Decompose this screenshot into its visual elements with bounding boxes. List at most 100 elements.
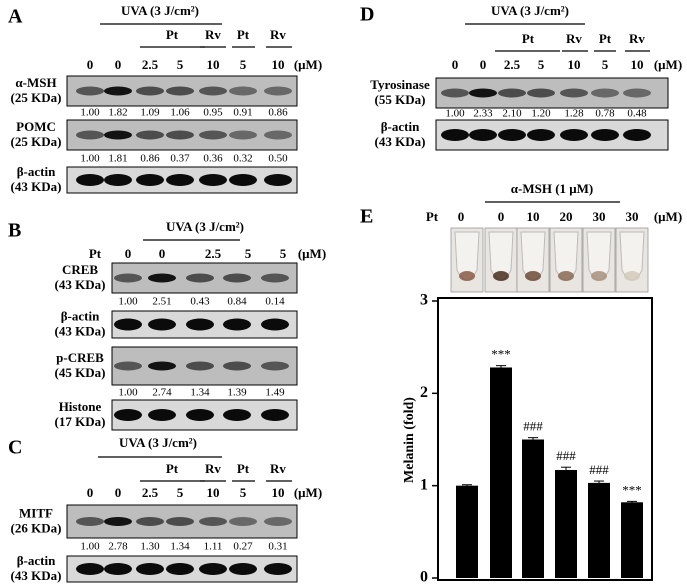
band [527, 129, 555, 141]
band [591, 88, 619, 98]
band [498, 88, 526, 98]
dose-label: 10 [527, 209, 540, 224]
dose-label: 2.5 [142, 485, 159, 500]
quant-value: 0.86 [268, 107, 288, 119]
band [104, 86, 132, 96]
band [527, 88, 555, 98]
quant-value: 0.36 [203, 153, 223, 165]
band [148, 318, 176, 331]
band [76, 517, 104, 526]
dose-label: 0 [115, 57, 122, 72]
quant-value: 0.84 [227, 296, 247, 308]
dose-label: 0 [87, 57, 94, 72]
band [186, 361, 214, 371]
error-bar [594, 480, 604, 485]
band [264, 563, 292, 575]
blot-name: POMC [16, 119, 56, 134]
band [229, 563, 257, 575]
quant-value: 0.43 [190, 296, 210, 308]
bar [621, 502, 643, 578]
band [261, 361, 289, 371]
band [166, 563, 194, 575]
dose-label: 5 [602, 57, 609, 72]
band [166, 517, 194, 526]
quant-value: 2.74 [152, 387, 172, 399]
band [264, 517, 292, 526]
dose-label: 5 [240, 485, 247, 500]
dose-label: 10 [207, 485, 220, 500]
group-label: Rv [629, 31, 645, 46]
unit-label: (μM) [294, 485, 322, 500]
panel-label: D [360, 4, 374, 26]
band [186, 409, 214, 421]
blot-name: Histone [59, 399, 102, 414]
band [166, 174, 194, 186]
quant-value: 1.49 [265, 387, 285, 399]
blot-size: (43 KDa) [55, 323, 106, 338]
band [104, 130, 132, 140]
band [199, 86, 227, 96]
band [186, 273, 214, 283]
bar [490, 367, 512, 578]
band [136, 517, 164, 526]
quant-value: 1.00 [80, 153, 100, 165]
dose-label: 0 [452, 57, 459, 72]
y-tick-label: 3 [420, 292, 428, 309]
band [136, 86, 164, 96]
quant-value: 0.27 [233, 541, 253, 553]
significance-label: ### [589, 462, 609, 477]
group-label: Pt [166, 27, 179, 42]
dose-label: 10 [631, 57, 644, 72]
dose-label: 5 [538, 57, 545, 72]
dose-label: Pt [426, 209, 439, 224]
blot-name: β-actin [61, 308, 100, 323]
band [623, 88, 651, 98]
pellet [493, 271, 509, 281]
y-tick-label: 1 [420, 476, 428, 493]
group-label: Pt [166, 461, 179, 476]
band [199, 174, 227, 186]
quant-value: 0.91 [233, 107, 252, 119]
quant-value: 0.14 [265, 296, 285, 308]
band [114, 318, 142, 331]
blot-name: β-actin [381, 119, 420, 134]
band [441, 129, 469, 141]
band [229, 86, 257, 96]
unit-label: (μM) [654, 57, 682, 72]
dose-label: 5 [177, 57, 184, 72]
blot-size: (43 KDa) [11, 568, 62, 583]
blot-name: α-MSH [15, 75, 56, 90]
quant-value: 1.81 [108, 153, 127, 165]
quant-value: 1.30 [140, 541, 160, 553]
band [264, 86, 292, 96]
band [76, 174, 104, 186]
quant-value: 1.20 [531, 108, 551, 120]
bar [522, 439, 544, 578]
quant-value: 1.00 [445, 108, 465, 120]
plot-frame [437, 297, 653, 581]
blot-name: MITF [19, 505, 53, 520]
blot-name: β-actin [17, 164, 56, 179]
quant-value: 2.51 [152, 296, 171, 308]
unit-label: (μM) [654, 209, 682, 224]
blot-size: (43 KDa) [375, 134, 426, 149]
dose-label: 10 [568, 57, 581, 72]
significance-label: ### [556, 448, 576, 463]
band [223, 318, 251, 331]
band [264, 174, 292, 186]
quant-value: 0.95 [203, 107, 223, 119]
band [76, 86, 104, 96]
quant-value: 2.78 [108, 541, 128, 553]
dose-label: 5 [245, 246, 252, 261]
panel-label: E [360, 206, 373, 228]
significance-label: *** [491, 347, 511, 362]
dose-label: 10 [272, 485, 285, 500]
band [229, 130, 257, 140]
dose-label: 0 [125, 246, 132, 261]
dose-label: 5 [240, 57, 247, 72]
quant-value: 0.31 [268, 541, 287, 553]
band [441, 88, 469, 98]
treatment-label: α-MSH (1 μM) [511, 181, 594, 196]
band [261, 409, 289, 421]
dose-label: 30 [626, 209, 639, 224]
